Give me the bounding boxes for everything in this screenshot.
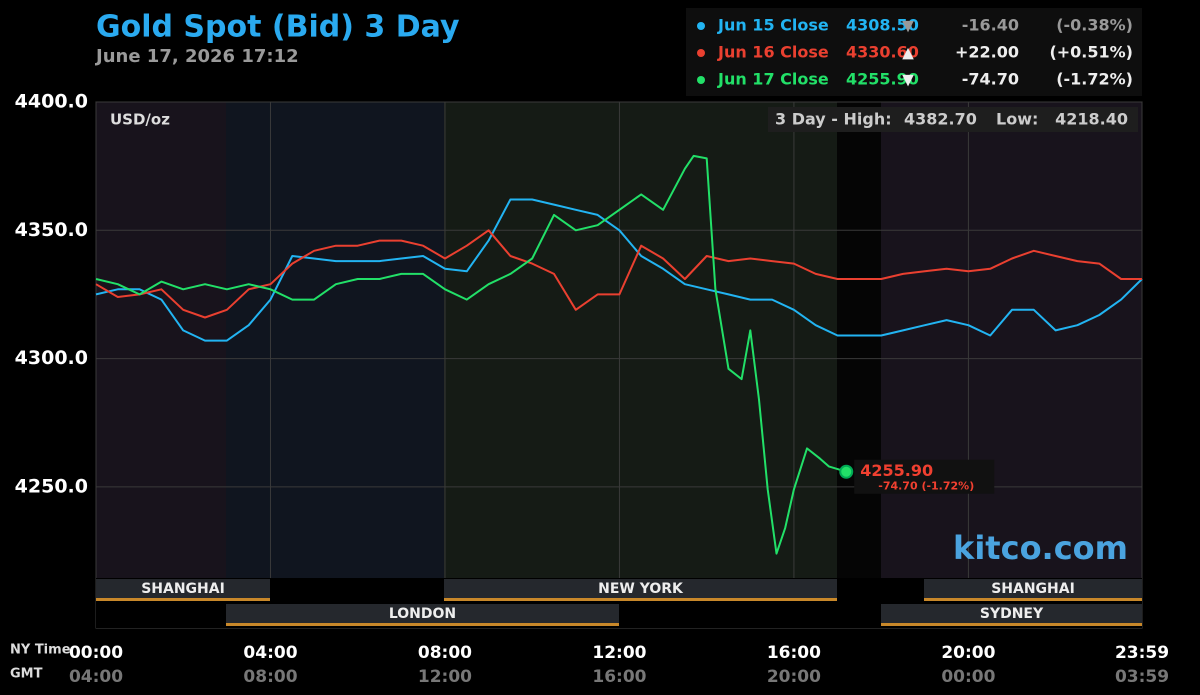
session-shade (881, 102, 1142, 628)
last-box (854, 459, 995, 494)
watermark: kitco.com (953, 529, 1128, 567)
chart-subtitle: June 17, 2026 17:12 (94, 46, 299, 67)
y-tick-label: 4400.0 (15, 91, 88, 113)
gmt-tick-label: 20:00 (767, 667, 821, 687)
x-tick-label: 16:00 (767, 643, 821, 663)
session-label: LONDON (389, 606, 456, 622)
gmt-tick-label: 08:00 (243, 667, 297, 687)
gmt-tick-label: 12:00 (418, 667, 472, 687)
x-tick-label: 12:00 (592, 643, 646, 663)
legend-name: Jun 17 Close (717, 70, 829, 89)
legend-arrow: ▲ (902, 44, 914, 62)
legend-change: +22.00 (955, 43, 1019, 62)
legend-change: -74.70 (962, 70, 1019, 89)
legend-close: 4330.60 (846, 43, 919, 62)
high-value: 4382.70 (904, 110, 977, 129)
low-label: Low: (996, 110, 1038, 129)
legend-name: Jun 16 Close (717, 43, 829, 62)
session-label: SHANGHAI (991, 581, 1075, 597)
legend-close: 4308.50 (846, 16, 919, 35)
gmt-tick-label: 04:00 (69, 667, 123, 687)
y-tick-label: 4350.0 (15, 219, 88, 241)
legend-close: 4255.90 (846, 70, 919, 89)
legend-pct: (-1.72%) (1056, 70, 1133, 89)
y-tick-label: 4300.0 (15, 347, 88, 369)
unit-label: USD/oz (110, 111, 170, 129)
last-point (839, 464, 854, 479)
series-line (95, 154, 847, 555)
x-tick-label: 00:00 (69, 643, 123, 663)
session-bar (96, 579, 270, 601)
legend-change: -16.40 (962, 16, 1019, 35)
session-label: SHANGHAI (141, 581, 225, 597)
session-label: NEW YORK (598, 581, 684, 597)
x-tick-label: 08:00 (418, 643, 472, 663)
legend-arrow: ▼ (902, 71, 914, 89)
session-line (96, 598, 270, 601)
gmt-tick-label: 00:00 (941, 667, 995, 687)
legend-pct: (+0.51%) (1049, 43, 1133, 62)
session-line (226, 623, 619, 626)
legend-dot (697, 76, 705, 84)
legend-dot (697, 49, 705, 57)
range-box (768, 107, 1138, 132)
legend-box (686, 8, 1142, 96)
session-line (924, 598, 1142, 601)
session-line (444, 598, 837, 601)
y-tick-label: 4250.0 (15, 475, 88, 497)
series-line (95, 229, 1142, 319)
last-change: -74.70 (-1.72%) (878, 480, 974, 493)
session-shade (444, 102, 837, 628)
session-bar (444, 579, 837, 601)
legend-name: Jun 15 Close (717, 16, 829, 35)
last-value: 4255.90 (860, 461, 933, 480)
series-line (95, 198, 1143, 342)
session-label: SYDNEY (980, 606, 1044, 622)
legend-arrow: ▼ (902, 17, 914, 35)
gmt-tick-label: 16:00 (592, 667, 646, 687)
session-bar (881, 604, 1142, 626)
range-label: 3 Day - High: (775, 110, 892, 129)
session-bar (226, 604, 619, 626)
session-shade (226, 102, 444, 628)
session-bar (924, 579, 1142, 601)
legend-pct: (-0.38%) (1056, 16, 1133, 35)
x-tick-label: 04:00 (243, 643, 297, 663)
x-tick-label: 20:00 (941, 643, 995, 663)
session-shade (837, 102, 881, 628)
chart-title: Gold Spot (Bid) 3 Day (96, 10, 460, 45)
x2-title: GMT (10, 667, 43, 682)
gmt-tick-label: 03:59 (1115, 667, 1169, 687)
legend-dot (697, 22, 705, 30)
x-tick-label: 23:59 (1115, 643, 1169, 663)
session-shade (96, 102, 226, 628)
x-title: NY Time (10, 643, 71, 658)
low-value: 4218.40 (1055, 110, 1128, 129)
session-line (881, 623, 1142, 626)
